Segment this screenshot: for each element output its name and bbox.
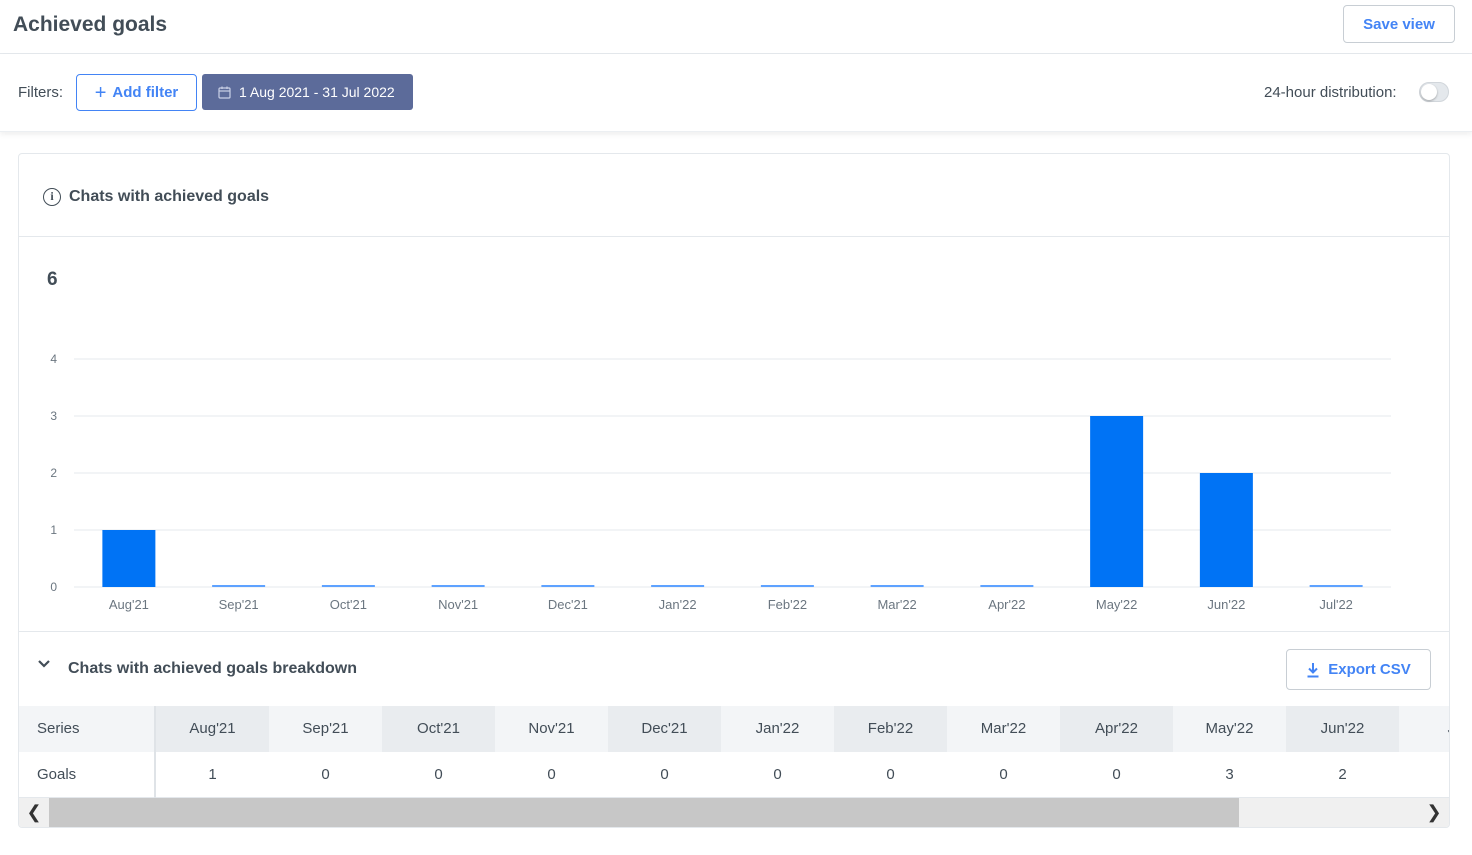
x-tick-label: Apr'22 <box>988 597 1025 612</box>
table-cell <box>1399 752 1449 798</box>
bar-chart: 0 1 2 3 4 Aug'21 Sep'21 Oct'21 Nov'21 Dec'21 Jan'2… <box>50 352 1391 612</box>
table-cell: 0 <box>1112 766 1121 783</box>
bar <box>651 585 705 587</box>
scroll-right-arrow-icon[interactable]: ❯ <box>1426 802 1442 822</box>
breakdown-title: Chats with achieved goals breakdown <box>68 660 357 677</box>
bar <box>1090 416 1144 587</box>
card-title: Chats with achieved goals <box>69 188 270 205</box>
table-header-cell: Jan'22 <box>755 720 800 737</box>
table-header-cell: May'22 <box>1205 720 1254 737</box>
x-tick-label: Jun'22 <box>1207 597 1245 612</box>
table-header-cell: Aug'21 <box>156 706 269 752</box>
table-header-cell: Series <box>19 706 156 752</box>
download-icon <box>1307 662 1319 677</box>
bar <box>212 585 266 587</box>
x-tick-label: Aug'21 <box>109 597 149 612</box>
table-cell: 1 <box>208 766 217 783</box>
table-header-row: Series Aug'21 Sep'21 Oct'21 Nov'21 Dec'21 Jan'… <box>19 706 1449 752</box>
table-cell: 0 <box>547 766 556 783</box>
table-cell: 0 <box>660 766 669 783</box>
table-header-cell: Apr'22 <box>1060 706 1173 752</box>
table-cell: 0 <box>999 766 1008 783</box>
total-value: 6 <box>47 269 58 290</box>
scroll-left-arrow-icon[interactable]: ❮ <box>26 802 42 822</box>
distribution-toggle[interactable] <box>1419 82 1449 102</box>
plus-icon: + <box>94 81 107 104</box>
breakdown-table: Series Aug'21 Sep'21 Oct'21 Nov'21 Dec'21 Jan'… <box>19 706 1449 798</box>
table-cell: 0 <box>321 766 330 783</box>
x-tick-label: Sep'21 <box>219 597 259 612</box>
bar <box>431 585 485 587</box>
bar <box>760 585 814 587</box>
x-tick-label: Dec'21 <box>548 597 588 612</box>
table-header-cell: Oct'21 <box>382 706 495 752</box>
page-header: Achieved goals Save view <box>0 0 1472 54</box>
y-tick-label: 3 <box>50 409 57 423</box>
filters-label: Filters: <box>18 84 63 101</box>
table-header-cell: Jun'22 <box>1286 706 1399 752</box>
add-filter-button[interactable]: + Add filter <box>76 74 197 111</box>
table-cell: Goals <box>19 752 156 798</box>
table-cell: 2 <box>1338 766 1347 783</box>
calendar-icon <box>218 86 231 99</box>
bar <box>870 585 924 587</box>
y-tick-label: 0 <box>50 580 57 594</box>
x-tick-label: Oct'21 <box>330 597 367 612</box>
info-icon[interactable]: i <box>43 188 61 206</box>
y-tick-label: 1 <box>50 523 57 537</box>
table-cell: 3 <box>1225 766 1234 783</box>
table-cell: 0 <box>773 766 782 783</box>
table-row: Goals 1 0 0 0 0 0 0 0 0 3 2 <box>19 752 1449 798</box>
toggle-knob <box>1421 84 1437 100</box>
x-tick-label: Jul'22 <box>1319 597 1353 612</box>
add-filter-label: Add filter <box>112 84 179 101</box>
x-tick-label: Jan'22 <box>659 597 697 612</box>
page-title: Achieved goals <box>13 13 168 36</box>
date-range-button[interactable]: 1 Aug 2021 - 31 Jul 2022 <box>202 74 413 110</box>
table-header-cell: Dec'21 <box>608 706 721 752</box>
save-view-button[interactable]: Save view <box>1343 5 1455 43</box>
bar <box>1309 585 1363 587</box>
x-tick-label: Feb'22 <box>768 597 807 612</box>
bar <box>321 585 375 587</box>
horizontal-scrollbar[interactable]: ❮ ❯ <box>19 798 1449 827</box>
bar <box>980 585 1034 587</box>
table-header-cell: Mar'22 <box>980 720 1027 737</box>
filter-bar: Filters: + Add filter 1 Aug 2021 - 31 Ju… <box>0 54 1472 132</box>
table-header-cell: Nov'21 <box>528 720 575 737</box>
y-tick-label: 2 <box>50 466 57 480</box>
export-csv-button[interactable]: Export CSV <box>1286 649 1431 690</box>
export-csv-label: Export CSV <box>1328 661 1411 678</box>
table-header-cell: Feb'22 <box>834 706 947 752</box>
card-header: i Chats with achieved goals <box>19 154 1449 237</box>
bar <box>102 530 156 587</box>
scroll-thumb[interactable] <box>49 798 1239 827</box>
date-range-label: 1 Aug 2021 - 31 Jul 2022 <box>239 84 395 100</box>
table-cell: 0 <box>886 766 895 783</box>
bar <box>1199 473 1253 587</box>
table-header-cell: Sep'21 <box>302 720 349 737</box>
bar <box>541 585 595 587</box>
distribution-label: 24-hour distribution: <box>1264 84 1397 101</box>
x-tick-label: Nov'21 <box>438 597 478 612</box>
table-cell: 0 <box>434 766 443 783</box>
y-tick-label: 4 <box>50 352 57 366</box>
x-tick-label: Mar'22 <box>877 597 916 612</box>
breakdown-header: Chats with achieved goals breakdown Expo… <box>19 631 1449 706</box>
x-tick-label: May'22 <box>1096 597 1138 612</box>
goals-card: i Chats with achieved goals 6 0 1 2 3 4 Aug'2… <box>18 153 1450 828</box>
table-header-cell: Ju <box>1399 706 1449 752</box>
chevron-down-icon[interactable] <box>36 656 52 672</box>
